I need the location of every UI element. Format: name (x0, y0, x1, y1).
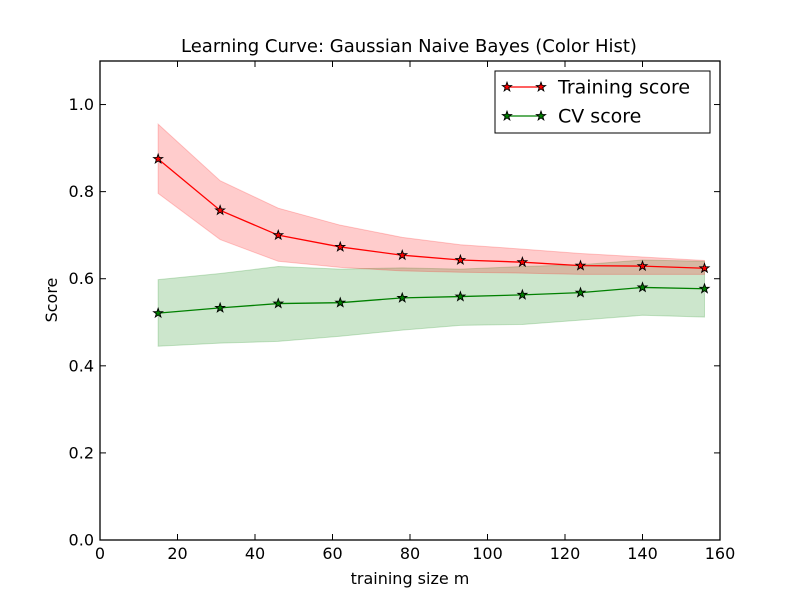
legend-marker-cv-score (501, 109, 513, 121)
point-cv-score (636, 281, 649, 293)
x-tick-label: 80 (400, 544, 420, 563)
point-training-score (396, 249, 409, 261)
point-cv-score (272, 297, 285, 309)
y-axis-ticks: 0.0 0.2 0.4 0.6 0.8 1.0 (69, 95, 720, 550)
point-training-score (698, 262, 711, 274)
point-cv-score (396, 291, 409, 303)
point-training-score (574, 259, 587, 271)
x-tick-label: 120 (550, 544, 581, 563)
x-tick-label: 20 (167, 544, 187, 563)
point-training-score (272, 229, 285, 241)
series-lines (157, 158, 705, 314)
x-tick-label: 60 (322, 544, 342, 563)
point-cv-score (574, 286, 587, 298)
x-tick-label: 40 (245, 544, 265, 563)
point-training-score (334, 240, 347, 252)
y-tick-label: 1.0 (69, 95, 94, 114)
y-tick-label: 0.4 (69, 356, 94, 375)
y-tick-label: 0.6 (69, 269, 94, 288)
legend-box (494, 70, 711, 134)
point-training-score (214, 204, 226, 216)
x-tick-label: 100 (472, 544, 503, 563)
chart-title: Learning Curve: Gaussian Naive Bayes (Co… (181, 36, 637, 57)
y-axis-label: Score (42, 278, 61, 323)
point-cv-score (454, 290, 467, 302)
y-tick-label: 0.2 (69, 443, 94, 462)
legend: Training score CV score (494, 70, 711, 134)
band-training-score (157, 123, 705, 275)
point-training-score (454, 253, 467, 266)
y-tick-label: 0.8 (69, 182, 94, 201)
legend-label-training-score: Training score (557, 77, 690, 99)
band-cv-score (157, 259, 705, 347)
x-tick-label: 0 (95, 544, 105, 563)
point-cv-score (334, 296, 347, 308)
line-cv-score (158, 286, 705, 314)
series-markers (152, 152, 711, 319)
point-training-score (152, 152, 164, 164)
legend-marker-cv-score (535, 109, 547, 121)
point-cv-score (152, 306, 164, 319)
x-tick-label: 140 (627, 544, 658, 563)
x-axis-ticks: 0 20 40 60 80 100 120 140 160 (95, 61, 735, 563)
point-cv-score (214, 301, 226, 313)
legend-label-cv-score: CV score (558, 106, 641, 128)
legend-marker-training-score (501, 80, 513, 92)
point-training-score (636, 259, 649, 272)
point-cv-score (698, 282, 711, 294)
legend-marker-training-score (535, 80, 547, 92)
line-training-score (157, 158, 705, 269)
x-axis-label: training size m (351, 569, 470, 588)
point-training-score (516, 256, 529, 268)
point-cv-score (516, 288, 529, 300)
confidence-bands (157, 123, 705, 347)
x-tick-label: 160 (705, 544, 736, 563)
y-tick-label: 0.0 (69, 531, 94, 550)
